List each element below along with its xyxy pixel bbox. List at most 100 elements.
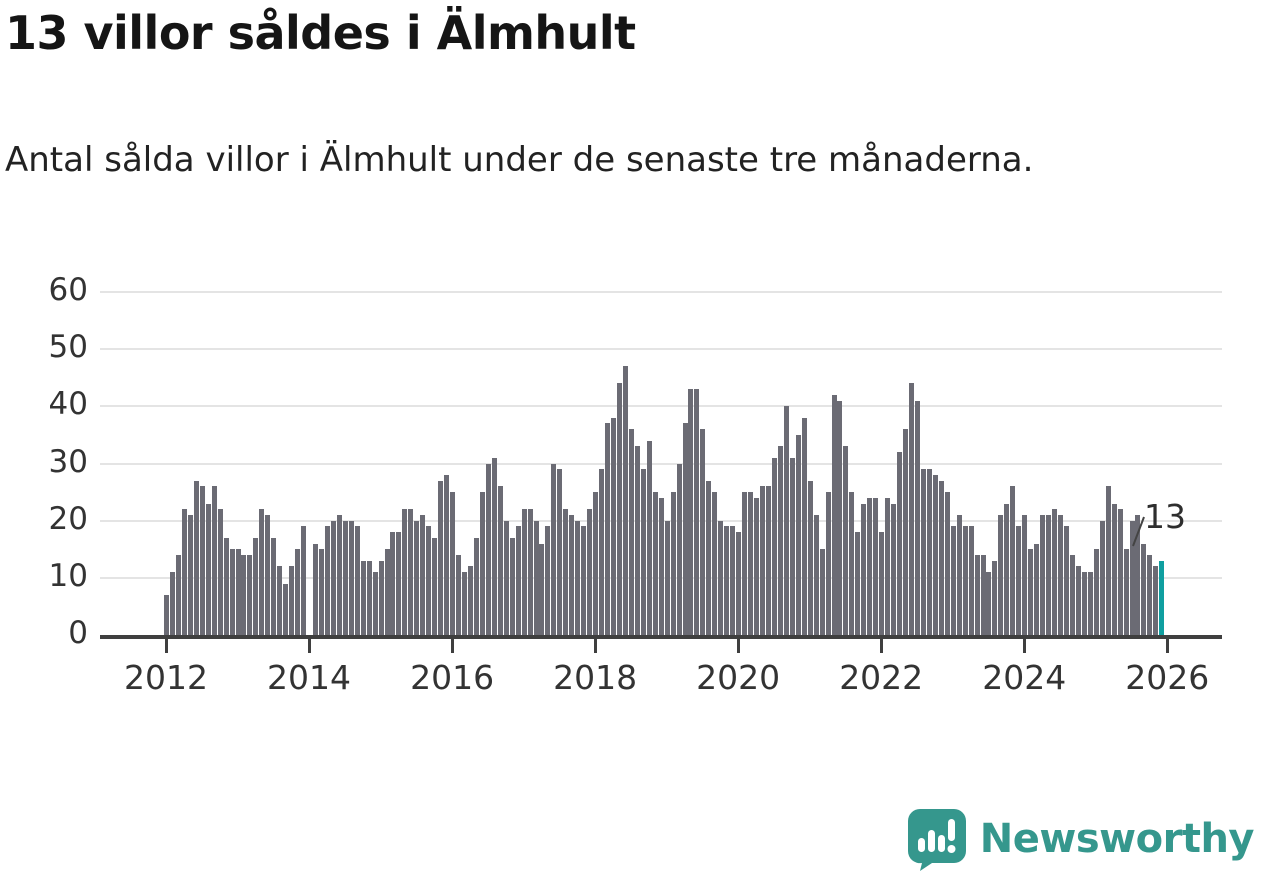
bar-month-131	[944, 492, 950, 635]
bar-month-164	[1141, 543, 1147, 635]
y-tick-label-50: 50	[48, 329, 88, 366]
bar-month-32	[354, 526, 360, 635]
gridline-y-30	[100, 462, 1222, 465]
bar-month-125	[909, 383, 914, 635]
x-tick-label-2018: 2018	[553, 658, 638, 697]
bar-month-124	[903, 429, 909, 635]
x-tick-2026	[1166, 639, 1170, 653]
bar-month-25	[313, 543, 318, 635]
bar-month-155	[1087, 572, 1093, 635]
bar-month-40	[402, 509, 408, 635]
bar-month-48	[450, 492, 456, 635]
bar-month-122	[891, 503, 897, 635]
x-tick-label-2020: 2020	[696, 658, 781, 697]
bar-month-61	[527, 509, 533, 635]
bar-month-52	[473, 537, 479, 635]
bar-month-44	[426, 526, 432, 635]
bar-month-47	[444, 474, 450, 635]
bar-month-123	[897, 452, 903, 635]
bar-month-39	[396, 532, 402, 635]
bar-month-106	[795, 434, 801, 635]
bar-month-160	[1117, 509, 1123, 635]
bar-month-135	[968, 526, 974, 635]
bar-month-11	[229, 549, 235, 635]
bar-month-79	[634, 446, 640, 635]
bar-month-93	[718, 520, 724, 635]
x-tick-2016	[451, 639, 455, 653]
bar-month-0	[164, 594, 169, 635]
bar-month-146	[1034, 543, 1040, 635]
x-tick-2024	[1023, 639, 1027, 653]
y-tick-label-30: 30	[48, 443, 88, 480]
bar-month-76	[616, 383, 622, 635]
bar-month-12	[235, 549, 241, 635]
bar-month-42	[414, 520, 420, 635]
bar-month-108	[807, 480, 813, 635]
bar-month-9	[217, 509, 223, 635]
bar-month-45	[432, 537, 438, 635]
bar-month-34	[366, 560, 372, 635]
newsworthy-logo-text: Newsworthy	[979, 816, 1255, 862]
bar-month-101	[765, 486, 771, 635]
x-tick-label-2016: 2016	[410, 658, 495, 697]
bar-month-65	[551, 463, 557, 635]
bar-month-151	[1063, 526, 1069, 635]
bar-month-121	[885, 497, 891, 635]
bar-month-88	[688, 389, 694, 635]
bar-month-147	[1040, 514, 1046, 635]
bar-month-62	[533, 520, 539, 635]
x-tick-2018	[594, 639, 598, 653]
bar-month-114	[843, 446, 849, 635]
bar-month-30	[342, 520, 348, 635]
bar-month-140	[998, 514, 1004, 635]
bar-latest-highlight	[1159, 560, 1165, 635]
bar-month-51	[467, 566, 473, 635]
bar-month-82	[652, 492, 658, 635]
bar-month-33	[360, 560, 366, 635]
bar-month-165	[1147, 554, 1153, 635]
bar-month-149	[1052, 509, 1058, 635]
bar-month-128	[926, 469, 932, 635]
bar-month-50	[462, 572, 467, 635]
x-tick-label-2012: 2012	[124, 658, 208, 697]
bar-month-57	[503, 520, 509, 635]
bar-month-111	[825, 492, 831, 635]
bar-month-31	[348, 520, 354, 635]
bar-month-134	[962, 526, 968, 635]
bar-month-145	[1028, 549, 1034, 635]
y-tick-label-40: 40	[48, 386, 88, 423]
bar-month-126	[914, 400, 920, 635]
page-title: 13 villor såldes i Älmhult	[5, 6, 636, 60]
newsworthy-logo: Newsworthy	[906, 807, 1255, 871]
bar-month-58	[509, 537, 515, 635]
bar-month-156	[1093, 549, 1099, 635]
bar-month-73	[599, 469, 605, 635]
bar-month-49	[456, 554, 462, 635]
bar-month-18	[271, 537, 277, 635]
bar-month-10	[223, 537, 229, 635]
bar-month-15	[253, 537, 259, 635]
bar-month-129	[932, 474, 938, 635]
bar-month-63	[539, 543, 545, 635]
bar-month-66	[557, 469, 563, 635]
bar-month-13	[241, 554, 247, 635]
bar-month-158	[1105, 486, 1111, 635]
bar-month-154	[1081, 572, 1087, 635]
bar-month-107	[801, 417, 807, 635]
bar-month-138	[986, 572, 992, 635]
chart-subtitle: Antal sålda villor i Älmhult under de se…	[5, 140, 1034, 180]
y-tick-label-0: 0	[68, 615, 88, 651]
bar-month-148	[1046, 514, 1052, 635]
bar-month-28	[330, 520, 336, 635]
bar-month-59	[515, 526, 521, 635]
bar-month-96	[736, 532, 742, 635]
bar-month-143	[1016, 526, 1022, 635]
bar-month-100	[760, 486, 765, 635]
bar-month-43	[420, 514, 426, 635]
bar-month-117	[861, 503, 867, 635]
bar-month-29	[336, 514, 342, 635]
bar-month-70	[581, 526, 587, 635]
bar-month-37	[384, 549, 390, 635]
bar-month-110	[819, 549, 825, 635]
x-tick-label-2026: 2026	[1125, 658, 1210, 697]
